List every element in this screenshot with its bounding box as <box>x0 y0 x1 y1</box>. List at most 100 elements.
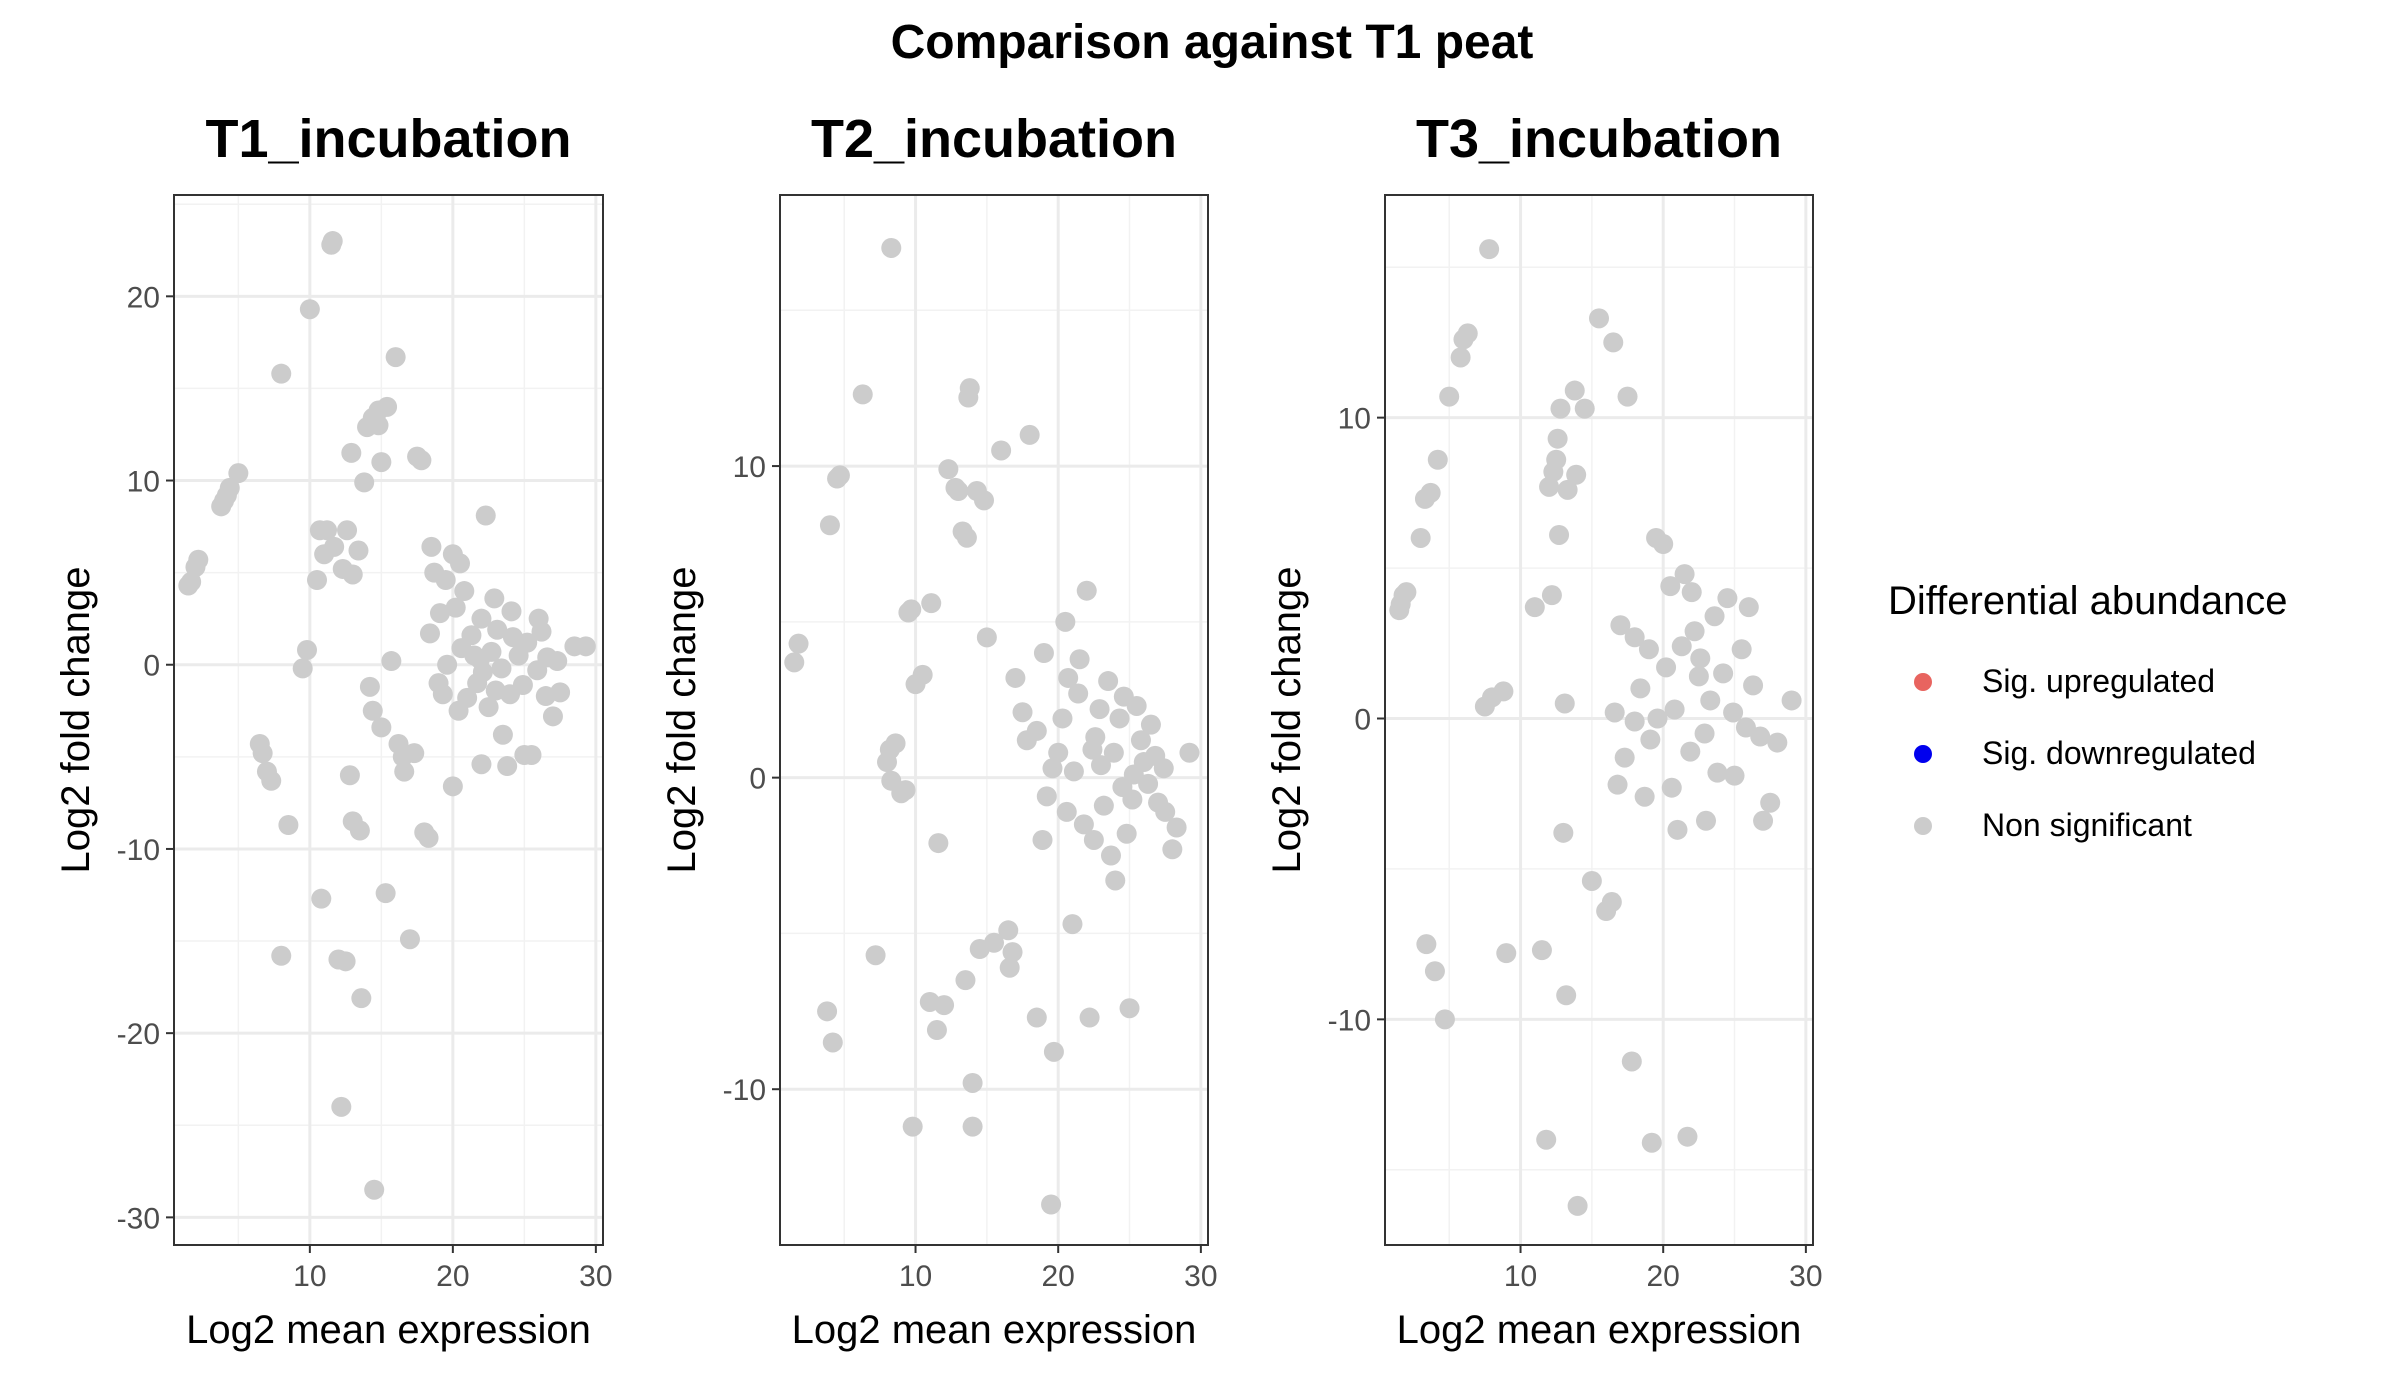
data-point <box>1069 649 1090 670</box>
data-point <box>1113 686 1134 707</box>
data-point <box>1531 940 1552 961</box>
data-point <box>1564 380 1585 401</box>
data-point <box>1496 943 1517 964</box>
data-point <box>1043 1041 1064 1062</box>
data-point <box>512 675 533 695</box>
panel-t3: 10 20 30 -10 0 10 T3_incubation Log2 mean expre… <box>1265 109 1823 1352</box>
data-point <box>1123 764 1144 785</box>
data-point <box>926 1020 947 1041</box>
data-point <box>371 452 392 473</box>
data-point <box>252 743 273 764</box>
data-point <box>822 1032 843 1053</box>
data-point <box>362 700 383 721</box>
legend-item-downregulated: Sig. downregulated <box>1914 735 2256 771</box>
data-point <box>1743 675 1764 696</box>
y-tick-label: -20 <box>117 1018 160 1051</box>
data-point <box>1581 870 1602 891</box>
y-tick-label: -30 <box>117 1202 160 1235</box>
data-point <box>1694 723 1715 744</box>
data-point <box>1680 741 1701 762</box>
data-point <box>1549 524 1570 545</box>
data-point <box>296 640 317 660</box>
data-point <box>1036 786 1057 807</box>
legend-key-downregulated <box>1914 745 1932 763</box>
data-point <box>1760 792 1781 813</box>
data-point <box>1093 795 1114 816</box>
data-point <box>1661 777 1682 798</box>
data-point <box>1098 671 1119 692</box>
data-point <box>1424 961 1445 982</box>
data-point <box>1556 985 1577 1006</box>
data-point <box>450 553 470 574</box>
data-point <box>1660 576 1681 597</box>
data-point <box>1684 621 1705 642</box>
plot-background <box>174 195 603 1245</box>
data-point <box>348 540 369 561</box>
data-point <box>1621 1051 1642 1072</box>
data-point <box>1493 681 1514 702</box>
data-point <box>1103 742 1124 763</box>
data-point <box>1179 742 1200 763</box>
data-point <box>1601 892 1622 913</box>
data-point <box>335 951 356 972</box>
data-point <box>311 888 332 909</box>
data-point <box>934 995 955 1016</box>
data-point <box>1617 386 1638 407</box>
data-point <box>1002 942 1023 963</box>
data-point <box>1767 732 1788 753</box>
data-point <box>974 490 995 511</box>
data-point <box>437 654 458 675</box>
data-point <box>852 384 873 405</box>
data-point <box>1700 690 1721 711</box>
legend-key-nonsignificant <box>1914 817 1932 835</box>
data-point <box>1048 742 1069 763</box>
data-point <box>1704 606 1725 627</box>
data-point <box>1781 690 1802 711</box>
legend-item-nonsignificant: Non significant <box>1914 807 2192 843</box>
panel-title: T1_incubation <box>205 109 571 169</box>
data-point <box>1553 822 1574 843</box>
data-point <box>442 776 463 797</box>
data-point <box>377 396 398 417</box>
data-point <box>371 717 392 738</box>
data-point <box>1557 479 1578 500</box>
data-point <box>542 706 563 727</box>
data-point <box>948 480 969 501</box>
data-point <box>467 673 488 694</box>
data-point <box>1056 801 1077 822</box>
data-point <box>470 649 491 670</box>
data-point <box>984 932 1004 953</box>
data-point <box>1624 627 1645 648</box>
y-tick-label: 0 <box>749 763 766 796</box>
data-point <box>1434 1009 1455 1030</box>
legend: Differential abundance Sig. upregulated … <box>1888 579 2288 843</box>
data-point <box>1091 755 1111 776</box>
data-point <box>364 1179 385 1200</box>
data-point <box>901 599 922 620</box>
figure-title: Comparison against T1 peat <box>891 16 1534 69</box>
data-point <box>454 581 475 602</box>
data-point <box>359 676 380 697</box>
data-point <box>1079 1007 1100 1028</box>
data-point <box>1554 693 1575 714</box>
data-point <box>962 1116 983 1137</box>
data-point <box>1647 708 1668 729</box>
data-point <box>1105 870 1126 891</box>
y-tick-label: 10 <box>127 466 160 499</box>
data-point <box>368 415 389 436</box>
panel-t2: 10 20 30 -10 0 10 T2_incubation Log2 mean expre… <box>660 109 1218 1352</box>
data-point <box>322 231 343 252</box>
data-point <box>1166 817 1187 838</box>
panel-border <box>779 194 1209 1246</box>
data-point <box>1089 699 1110 720</box>
data-point <box>521 745 542 765</box>
data-point <box>1019 424 1040 445</box>
data-point <box>261 770 282 791</box>
data-point <box>1723 702 1744 723</box>
data-point <box>1138 773 1159 794</box>
data-point <box>497 756 518 777</box>
data-point <box>999 957 1020 978</box>
data-point <box>998 920 1019 941</box>
data-point <box>517 632 538 653</box>
data-point <box>921 593 942 614</box>
